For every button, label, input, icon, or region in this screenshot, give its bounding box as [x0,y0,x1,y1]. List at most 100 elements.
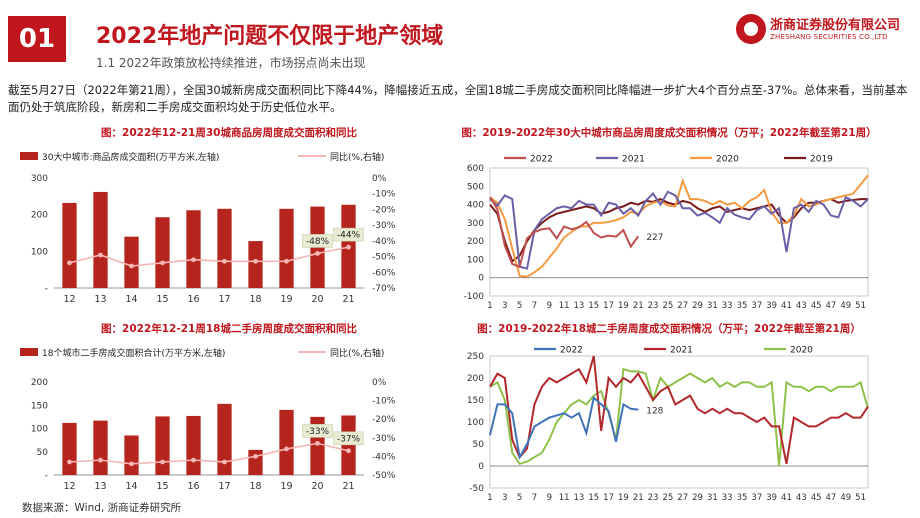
x-tick: 41 [781,493,792,500]
logo-mark-icon [736,14,766,44]
legend-label-bar: 18个城市二手房成交面积合计(万平方米,左轴) [42,347,225,359]
x-tick: 19 [618,301,629,311]
data-source: 数据来源：Wind, 浙商证券研究所 [22,502,182,514]
x-tick: 27 [677,493,688,500]
x-tick: 51 [855,493,866,500]
bar [124,236,139,288]
y-right-tick: -40% [372,237,396,247]
x-tick: 1 [487,301,492,311]
legend-label: 2022 [560,346,583,356]
yoy-point [67,260,72,266]
x-tick: 47 [826,493,837,500]
x-tick: 14 [125,294,137,305]
y-left-tick: 150 [31,401,48,411]
x-tick: 31 [707,301,718,311]
x-tick: 13 [94,294,106,305]
end-value-label: 227 [646,233,663,243]
bar [248,241,263,288]
y-right-tick: -30% [372,221,396,231]
bar [186,210,201,288]
yoy-point [98,457,103,463]
chart-title: 图：2019-2022年30大中城市商品房周度成交面积情况（万平；2022年截至… [461,126,876,139]
x-tick: 11 [559,493,570,500]
chart-title: 图：2022年12-21周18城二手房周度成交面积和同比 [101,322,357,335]
y-tick: 0 [478,462,484,472]
bar [155,416,170,475]
y-right-tick: -60% [372,268,396,278]
annotation-label: -48% [306,237,330,247]
yoy-point [191,257,196,263]
y-left-tick: 100 [31,247,48,257]
x-tick: 17 [603,493,614,500]
x-tick: 15 [588,493,599,500]
y-left-tick: - [45,471,48,481]
series-line-2022 [489,196,640,269]
x-tick: 13 [94,481,106,492]
annotation-box [302,424,333,438]
yoy-point [315,251,320,256]
yoy-point [253,454,258,459]
bar [93,420,108,475]
page-title: 2022年地产问题不仅限于地产领域 [96,24,444,49]
y-left-tick: 200 [31,378,48,388]
intro-paragraph: 截至5月27日（2022年第21周），全国30城新房成交面积同比下降44%，降幅… [8,83,908,114]
bar [124,435,139,475]
legend-label: 2020 [790,346,813,356]
end-value-label: 128 [646,407,663,417]
chart-title: 图：2019-2022年18城二手房周度成交面积情况（万平；2022年截至第21… [477,322,861,335]
yoy-point [253,258,258,264]
y-tick: 300 [467,219,484,229]
y-tick: 250 [467,352,484,362]
y-left-tick: 100 [31,425,48,435]
y-tick: 200 [467,374,484,384]
x-tick: 18 [249,481,261,492]
y-tick: 0 [478,274,484,284]
x-tick: 19 [618,493,629,500]
bar [279,409,294,475]
y-left-tick: 300 [31,174,48,184]
y-right-tick: -20% [372,205,396,215]
y-right-tick: 0% [372,174,387,184]
x-tick: 19 [280,481,292,492]
y-tick: 100 [467,418,484,428]
y-tick: 150 [467,396,484,406]
x-tick: 37 [751,301,762,311]
x-tick: 12 [63,481,75,492]
series-line-2020 [489,367,869,467]
yoy-point [315,440,320,446]
x-tick: 23 [648,493,659,500]
yoy-point [346,244,351,250]
chart-second-hand-weekly: 图：2022年12-21周18城二手房周度成交面积和同比 18个城市二手房成交面积… [20,322,396,492]
y-tick: 200 [467,237,484,247]
yoy-point [222,459,227,465]
y-right-tick: -30% [372,434,396,444]
plot-frame [489,167,869,297]
x-tick: 21 [342,481,354,492]
x-tick: 25 [662,493,673,500]
bar [155,217,170,288]
yoy-line [69,246,349,267]
x-tick: 13 [574,493,585,500]
y-left-tick: 50 [37,448,49,458]
x-tick: 21 [633,493,644,500]
annotation-box [302,234,333,248]
chart-title: 图：2022年12-21周30城商品房周度成交面积和同比 [101,126,357,139]
annotation-label: -37% [337,434,361,444]
annotation-box [333,431,364,446]
legend-label: 2019 [810,155,833,165]
yoy-point [129,461,134,467]
x-tick: 25 [662,301,673,311]
yoy-point [160,260,165,266]
x-tick: 45 [811,301,822,311]
x-tick: 29 [692,301,703,311]
logo-en: ZHESHANG SECURITIES CO.,LTD [770,33,888,41]
x-tick: 12 [63,294,75,305]
x-tick: 16 [187,481,199,492]
bar [93,191,108,288]
x-tick: 15 [156,481,168,492]
y-right-tick: -70% [372,284,396,294]
page-subtitle: 1.1 2022年政策放松持续推进，市场拐点尚未出现 [96,56,366,70]
y-right-tick: -10% [372,190,396,200]
company-logo: 浙商证券股份有限公司 ZHESHANG SECURITIES CO.,LTD [736,14,912,48]
chart-new-home-4yr: 图：2019-2022年30大中城市商品房周度成交面积情况（万平；2022年截至… [461,126,876,311]
